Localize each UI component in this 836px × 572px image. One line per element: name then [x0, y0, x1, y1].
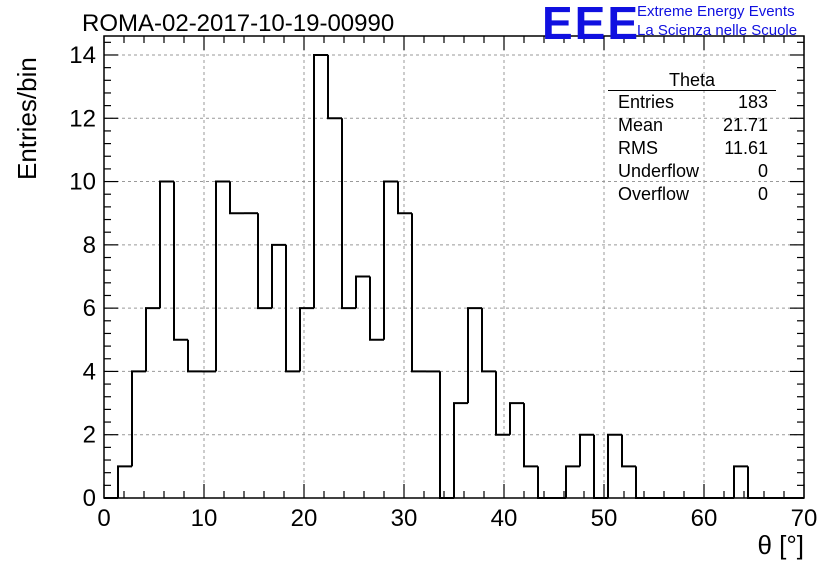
- histogram-bin: [593, 434, 608, 499]
- stats-value: 0: [757, 184, 768, 204]
- x-tick-label: 40: [491, 505, 518, 532]
- stats-box: Theta Entries 183 Mean 21.71 RMS 11.61 U…: [608, 70, 776, 206]
- histogram-bin: [607, 433, 622, 498]
- y-tick-label: 2: [83, 422, 96, 449]
- y-tick-label: 14: [69, 42, 96, 69]
- y-tick-label: 0: [83, 485, 96, 512]
- x-tick-label: 50: [591, 505, 618, 532]
- histogram-bin: [145, 307, 160, 372]
- y-axis-label: Entries/bin: [12, 57, 42, 180]
- histogram-bin: [383, 180, 398, 340]
- eee-logo-line1: Extreme Energy Events: [637, 3, 795, 20]
- histogram-bin: [733, 465, 748, 498]
- stats-label: RMS: [618, 138, 658, 158]
- y-tick-label: 10: [69, 169, 96, 196]
- histogram-bin: [747, 466, 762, 499]
- eee-logo-text: Extreme Energy Events La Scienza nelle S…: [637, 2, 797, 40]
- histogram-bin: [411, 213, 426, 373]
- histogram-bin: [397, 181, 412, 215]
- histogram-bin: [341, 118, 356, 310]
- histogram-bin: [159, 180, 174, 309]
- x-tick-label: 70: [791, 505, 818, 532]
- x-tick-label: 60: [691, 505, 718, 532]
- histogram-bin: [509, 402, 524, 435]
- histogram-bin: [271, 243, 286, 309]
- histogram-bin: [453, 402, 468, 498]
- x-axis-label: θ [°]: [757, 530, 804, 560]
- histogram-bin: [635, 466, 650, 499]
- stats-row: Underflow 0: [608, 160, 776, 183]
- stats-label: Mean: [618, 115, 664, 135]
- histogram-bin: [439, 371, 454, 499]
- stats-value: 183: [737, 92, 768, 112]
- histogram-bin: [495, 371, 510, 436]
- histogram-bin: [481, 308, 496, 373]
- stats-label: Entries: [618, 92, 675, 112]
- stats-row: RMS 11.61: [608, 137, 776, 160]
- histogram-bin: [369, 276, 384, 341]
- y-tick-label: 4: [83, 358, 96, 385]
- y-tick-label: 12: [69, 105, 96, 132]
- eee-logo-line2: La Scienza nelle Scuole: [637, 22, 798, 39]
- histogram-bin: [131, 370, 146, 467]
- stats-label: Underflow: [618, 161, 700, 181]
- histogram-bin: [523, 403, 538, 468]
- plot-title: ROMA-02-2017-10-19-00990: [82, 10, 395, 37]
- histogram-bin: [285, 244, 300, 373]
- stats-row: Mean 21.71: [608, 114, 776, 137]
- stats-title: Theta: [608, 70, 776, 91]
- histogram-bin: [467, 307, 482, 404]
- histogram-bin: [355, 275, 370, 309]
- histogram-bin: [173, 181, 188, 341]
- histogram-bin: [565, 465, 580, 498]
- stats-label: Overflow: [618, 184, 690, 204]
- x-tick-label: 10: [191, 505, 218, 532]
- histogram-bin: [229, 181, 244, 215]
- stats-value: 11.61: [724, 138, 768, 158]
- stats-row: Entries 183: [608, 91, 776, 114]
- histogram-bin: [621, 434, 636, 468]
- y-tick-label: 8: [83, 232, 96, 259]
- histogram-bin: [257, 213, 272, 310]
- histogram-bin: [215, 180, 230, 372]
- histogram-bin: [299, 307, 314, 372]
- histogram-bin: [187, 339, 202, 373]
- histogram-bin: [579, 433, 594, 467]
- stats-value: 21.71: [722, 115, 768, 135]
- stats-row: Overflow 0: [608, 183, 776, 206]
- x-tick-label: 20: [291, 505, 318, 532]
- eee-logo: EEE: [542, 0, 641, 49]
- x-tick-label: 0: [97, 505, 110, 532]
- histogram-bin: [117, 465, 132, 498]
- stats-value: 0: [757, 161, 768, 181]
- x-tick-label: 30: [391, 505, 418, 532]
- histogram-bin: [327, 54, 342, 120]
- histogram-bin: [313, 53, 328, 309]
- y-tick-label: 6: [83, 295, 96, 322]
- histogram-bin: [537, 466, 552, 499]
